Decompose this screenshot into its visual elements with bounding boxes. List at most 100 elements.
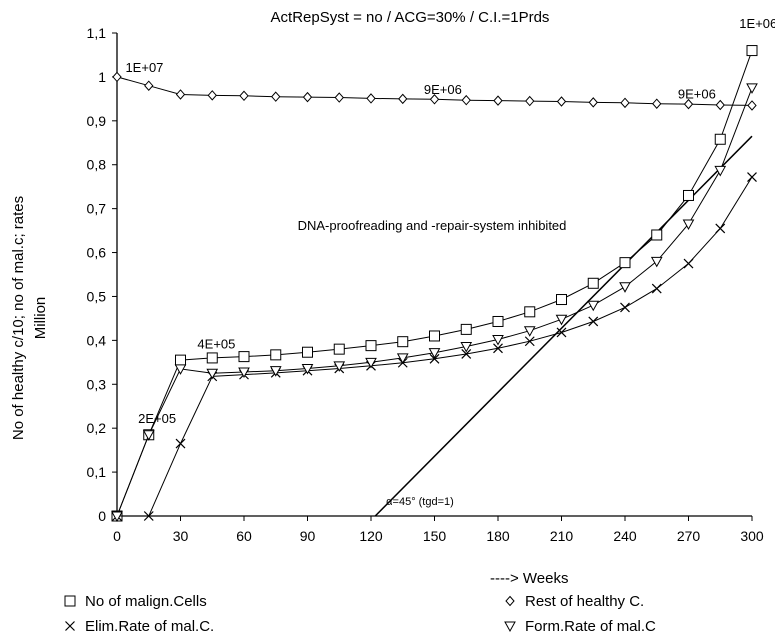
data-point bbox=[302, 91, 313, 103]
data-point bbox=[619, 282, 631, 293]
data-point bbox=[523, 326, 536, 337]
data-point bbox=[428, 348, 441, 359]
series-0 bbox=[111, 45, 758, 522]
data-point bbox=[714, 133, 726, 145]
data-point bbox=[651, 283, 662, 294]
data-point bbox=[206, 368, 219, 380]
data-point bbox=[556, 96, 567, 107]
x-tick-label: 120 bbox=[359, 528, 383, 544]
value-annotation: 2E+05 bbox=[138, 411, 176, 426]
reference-line bbox=[374, 135, 753, 517]
x-tick-label: 60 bbox=[236, 528, 252, 544]
x-tick-label: 210 bbox=[550, 528, 574, 544]
data-point bbox=[207, 90, 217, 101]
data-point bbox=[429, 353, 440, 364]
data-point bbox=[587, 277, 599, 289]
data-point bbox=[397, 336, 409, 348]
data-point bbox=[715, 99, 725, 111]
data-point bbox=[619, 257, 631, 269]
series-line bbox=[116, 50, 753, 517]
y-tick-label: 0,2 bbox=[87, 420, 107, 436]
x-tick-label: 270 bbox=[677, 528, 701, 544]
legend-item: Rest of healthy C. bbox=[505, 593, 644, 610]
data-point bbox=[365, 340, 377, 352]
data-point bbox=[651, 229, 663, 241]
data-point bbox=[555, 314, 568, 326]
data-point bbox=[525, 95, 535, 107]
series-1 bbox=[112, 71, 757, 111]
data-point bbox=[461, 349, 472, 359]
data-point bbox=[111, 511, 123, 523]
data-point bbox=[239, 90, 249, 102]
data-point bbox=[270, 349, 282, 361]
data-point bbox=[556, 294, 567, 306]
data-point bbox=[429, 94, 440, 105]
y-tick-label: 0,5 bbox=[87, 288, 107, 304]
axes: 0 0,1 0,2 0,3 0,4 0,5 0,6 0,7 0,8 0,9 1 1,1 0 30 60 90 1… bbox=[87, 25, 764, 544]
data-point bbox=[682, 219, 695, 231]
data-point bbox=[683, 98, 694, 110]
data-point bbox=[556, 327, 567, 338]
data-point bbox=[174, 364, 187, 375]
series-line bbox=[116, 87, 753, 517]
annotations: 1E+07 9E+06 9E+06 1E+06 4E+05 2E+05 bbox=[125, 16, 775, 426]
data-point bbox=[429, 330, 440, 342]
y-tick-label: 0 bbox=[98, 508, 106, 524]
x-tick-label: 240 bbox=[613, 528, 637, 544]
x-tick-label: 30 bbox=[173, 528, 189, 544]
data-point bbox=[524, 306, 536, 318]
legend-item: Form.Rate of mal.C bbox=[504, 618, 656, 635]
data-point bbox=[333, 361, 346, 372]
legend-marker bbox=[64, 595, 76, 607]
legend-label: Elim.Rate of mal.C. bbox=[85, 618, 214, 635]
data-point bbox=[524, 336, 535, 347]
legend-marker bbox=[505, 595, 515, 607]
y-tick-label: 0,6 bbox=[87, 245, 107, 261]
data-point bbox=[746, 45, 758, 57]
y-tick-label: 0,7 bbox=[87, 201, 107, 217]
y-axis-label: No of healthy c/10; no of mal.c; rates bbox=[10, 196, 27, 440]
data-point bbox=[333, 343, 345, 355]
data-point bbox=[492, 334, 504, 346]
value-annotation: 1E+07 bbox=[125, 60, 163, 75]
value-annotation: 4E+05 bbox=[197, 337, 235, 352]
y-tick-label: 1 bbox=[98, 69, 106, 85]
value-annotation: 1E+06 bbox=[739, 16, 775, 31]
x-tick-label: 300 bbox=[740, 528, 764, 544]
legend-label: Form.Rate of mal.C bbox=[525, 618, 656, 635]
value-annotation: 9E+06 bbox=[424, 82, 462, 97]
data-point bbox=[142, 430, 155, 441]
data-point bbox=[175, 438, 186, 449]
data-point bbox=[746, 83, 758, 94]
legend-item: No of malign.Cells bbox=[64, 593, 207, 610]
data-point bbox=[714, 165, 727, 177]
data-point bbox=[587, 300, 600, 312]
series-group bbox=[111, 45, 758, 523]
data-point bbox=[398, 93, 408, 105]
data-point bbox=[650, 256, 663, 268]
data-point bbox=[301, 363, 314, 375]
data-point bbox=[112, 71, 122, 83]
data-point bbox=[269, 366, 282, 377]
y-tick-label: 1,1 bbox=[87, 25, 107, 41]
value-annotation: 9E+06 bbox=[678, 86, 716, 101]
data-point bbox=[206, 352, 218, 364]
y-tick-label: 0,1 bbox=[87, 464, 107, 480]
data-point bbox=[175, 354, 186, 366]
data-point bbox=[715, 223, 726, 234]
data-point bbox=[366, 93, 376, 104]
dna-annotation: DNA-proofreading and -repair-system inhi… bbox=[298, 218, 567, 233]
series-3 bbox=[111, 83, 758, 523]
data-point bbox=[588, 316, 599, 327]
data-point bbox=[652, 98, 662, 109]
legend: No of malign.Cells Rest of healthy C. Elim… bbox=[64, 593, 656, 635]
y-tick-label: 0,3 bbox=[87, 376, 107, 392]
data-point bbox=[747, 100, 757, 111]
data-point bbox=[493, 95, 503, 106]
legend-label: No of malign.Cells bbox=[85, 593, 207, 610]
x-tick-label: 0 bbox=[113, 528, 121, 544]
x-tick-label: 180 bbox=[486, 528, 510, 544]
data-point bbox=[460, 323, 472, 335]
data-point bbox=[396, 353, 409, 364]
legend-label: Rest of healthy C. bbox=[525, 593, 644, 610]
